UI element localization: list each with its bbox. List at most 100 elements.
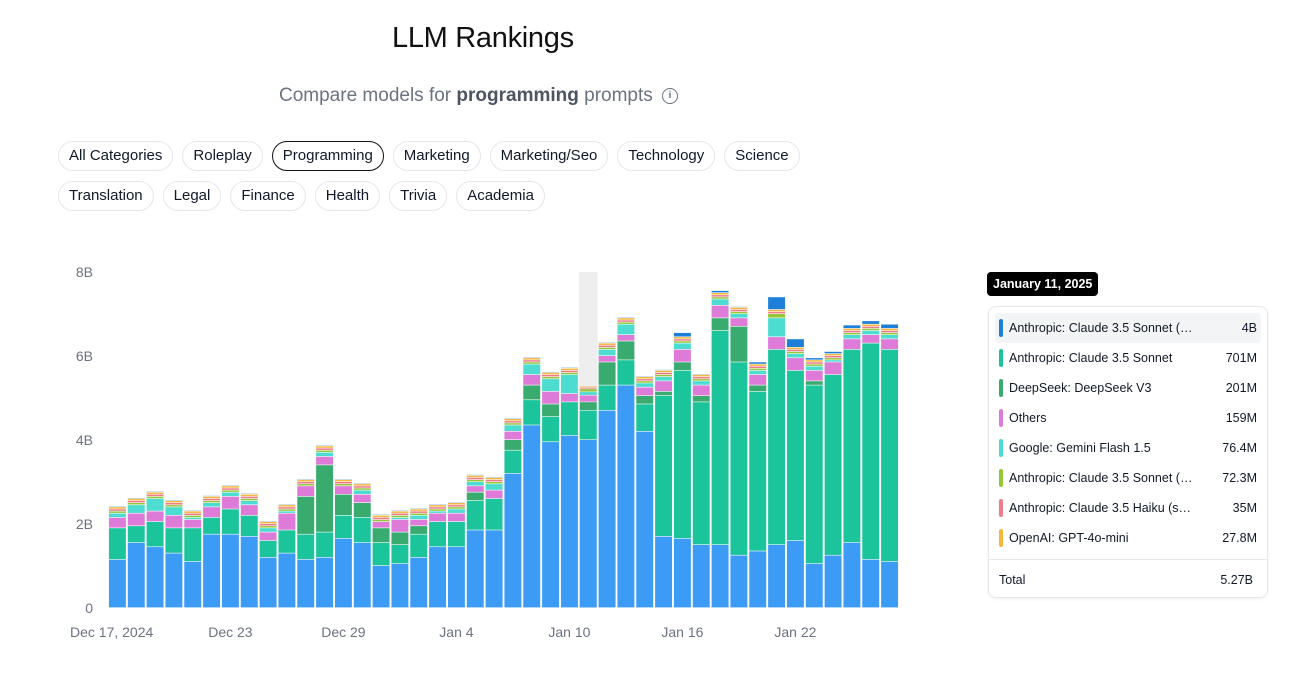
bar-segment: [353, 503, 371, 518]
bar-segment: [410, 534, 428, 557]
bar-segment: [598, 347, 616, 350]
bar-segment: [466, 500, 484, 530]
bar-segment: [786, 347, 804, 350]
bar-segment: [730, 307, 748, 310]
bar-segment: [692, 395, 710, 402]
bar-segment: [165, 503, 183, 505]
chip-programming[interactable]: Programming: [271, 141, 384, 171]
bar-segment: [881, 339, 899, 350]
y-tick-label: 8B: [76, 264, 93, 280]
bar-segment: [805, 364, 823, 366]
info-icon[interactable]: i: [662, 87, 679, 104]
bar-segment: [636, 431, 654, 608]
bar-segment: [786, 349, 804, 352]
subtitle-suffix: prompts: [584, 85, 653, 106]
bar-segment: [108, 511, 126, 513]
bar-segment: [730, 362, 748, 555]
bar-segment: [353, 494, 371, 503]
chip-marketing-seo[interactable]: Marketing/Seo: [489, 141, 609, 171]
bar-segment: [146, 547, 164, 608]
chip-roleplay[interactable]: Roleplay: [182, 141, 263, 171]
bar-segment: [730, 555, 748, 608]
legend-swatch: [999, 469, 1003, 487]
bar-segment: [485, 484, 503, 490]
bar-segment: [598, 343, 616, 345]
chip-health[interactable]: Health: [314, 181, 381, 211]
bar-segment: [429, 547, 447, 608]
bar-segment: [353, 484, 371, 486]
bar-segment: [504, 450, 522, 473]
legend-name: Anthropic: Claude 3.5 Haiku (self-modera…: [1009, 501, 1197, 515]
bar-segment: [316, 452, 334, 457]
bar-segment: [259, 532, 277, 541]
bar-segment: [429, 507, 447, 509]
bar-segment: [523, 358, 541, 360]
bar-segment: [259, 540, 277, 557]
chip-all-categories[interactable]: All Categories: [58, 141, 174, 171]
chip-science[interactable]: Science: [724, 141, 800, 171]
bar-segment: [316, 446, 334, 448]
legend-swatch: [999, 529, 1003, 547]
bar-segment: [542, 404, 560, 417]
bar-segment: [184, 511, 202, 513]
chip-trivia[interactable]: Trivia: [389, 181, 448, 211]
bar-segment: [692, 385, 710, 396]
stacked-bar-chart[interactable]: 0 2B 4B 6B 8B Dec 17, 2024 Dec 23 Dec 29 Jan 4 Ja…: [0, 0, 960, 674]
bar-segment: [786, 351, 804, 354]
bar-segment: [542, 442, 560, 608]
bar-segment: [165, 500, 183, 503]
bar-segment: [127, 500, 145, 503]
bar-segment: [447, 547, 465, 608]
legend-row: Others 159M: [995, 403, 1261, 433]
bar-segment: [805, 563, 823, 608]
bar-segment: [165, 507, 183, 515]
bar-segment: [108, 507, 126, 509]
bar-segment: [391, 532, 409, 545]
bar-segment: [297, 486, 315, 497]
legend-value: 4B: [1241, 321, 1257, 335]
legend-row: OpenAI: GPT-4o-mini 27.8M: [995, 523, 1261, 553]
chip-translation[interactable]: Translation: [58, 181, 154, 211]
bar-segment: [184, 517, 202, 520]
legend-name: OpenAI: GPT-4o-mini: [1009, 531, 1129, 545]
bar-segment: [221, 509, 239, 534]
bar-segment: [429, 511, 447, 513]
bar-segment: [184, 513, 202, 515]
bar-segment: [447, 521, 465, 547]
bar-segment: [579, 440, 597, 608]
chip-legal[interactable]: Legal: [162, 181, 222, 211]
bar-segment: [881, 328, 899, 331]
bar-segment: [485, 498, 503, 530]
chip-marketing[interactable]: Marketing: [392, 141, 481, 171]
bar-segment: [542, 377, 560, 379]
chip-academia[interactable]: Academia: [456, 181, 545, 211]
bar-segment: [240, 515, 258, 536]
legend-swatch: [999, 349, 1003, 367]
y-tick-label: 4B: [76, 432, 93, 448]
bar-segment: [768, 297, 786, 310]
y-tick-label: 2B: [76, 516, 93, 532]
x-tick-label: Jan 10: [548, 624, 590, 640]
bar-segment: [805, 370, 823, 381]
bar-segment: [353, 486, 371, 488]
page-title: LLM Rankings: [392, 22, 574, 54]
legend-value: 35M: [1232, 501, 1257, 515]
bar-segment: [259, 557, 277, 608]
bar-segment: [108, 528, 126, 560]
bar-segment: [711, 545, 729, 608]
bar-segment: [127, 526, 145, 543]
bar-segment: [146, 492, 164, 494]
chip-technology[interactable]: Technology: [617, 141, 716, 171]
bar-segment: [749, 368, 767, 371]
bar-segment: [730, 318, 748, 326]
legend-value: 27.8M: [1222, 531, 1257, 545]
bar-segment: [353, 517, 371, 543]
bar-segment: [127, 513, 145, 526]
subtitle-category: programming: [456, 85, 579, 106]
bar-segment: [447, 509, 465, 513]
bar-segment: [240, 505, 258, 515]
bar-segment: [636, 383, 654, 387]
bar-segment: [240, 536, 258, 608]
chip-finance[interactable]: Finance: [230, 181, 306, 211]
bar-segment: [673, 370, 691, 539]
